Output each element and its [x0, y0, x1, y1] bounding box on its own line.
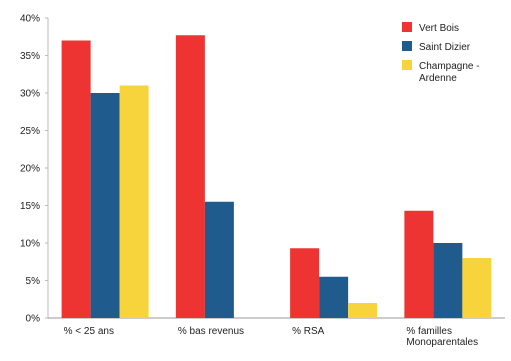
- bar: [319, 277, 348, 318]
- y-tick-label: 40%: [20, 14, 40, 25]
- y-tick-label: 10%: [20, 239, 40, 250]
- category-label: % familles: [406, 326, 452, 337]
- y-tick-label: 5%: [26, 276, 41, 287]
- y-tick-label: 20%: [20, 164, 40, 175]
- y-axis-ticks: 0% 5% 10% 15% 20% 25% 30% 35% 40%: [20, 14, 48, 325]
- bar: [176, 35, 205, 318]
- bar: [348, 303, 377, 318]
- legend: Vert Bois Saint Dizier Champagne -Ardenne: [402, 22, 480, 84]
- bar: [290, 248, 319, 318]
- category-label: % RSA: [292, 326, 325, 337]
- y-tick-label: 30%: [20, 89, 40, 100]
- bar: [120, 86, 149, 319]
- y-tick-label: 35%: [20, 51, 40, 62]
- legend-label: Saint Dizier: [419, 42, 471, 53]
- legend-swatch: [402, 60, 412, 70]
- legend-label: Champagne -: [419, 61, 480, 72]
- category-label: % bas revenus: [178, 326, 244, 337]
- legend-label: Ardenne: [419, 73, 457, 84]
- category-label: % < 25 ans: [64, 326, 114, 337]
- bar: [91, 93, 120, 318]
- bar: [462, 258, 491, 318]
- category-label: Monoparentales: [406, 337, 478, 348]
- y-tick-label: 0%: [26, 314, 41, 325]
- bar: [404, 211, 433, 318]
- bar: [62, 41, 91, 319]
- bar: [205, 202, 234, 318]
- y-tick-label: 15%: [20, 201, 40, 212]
- bar: [433, 243, 462, 318]
- legend-swatch: [402, 41, 412, 51]
- legend-swatch: [402, 22, 412, 32]
- y-tick-label: 25%: [20, 126, 40, 137]
- category-labels: % < 25 ans % bas revenus % RSA % famillesMo…: [64, 326, 478, 348]
- legend-label: Vert Bois: [419, 23, 459, 34]
